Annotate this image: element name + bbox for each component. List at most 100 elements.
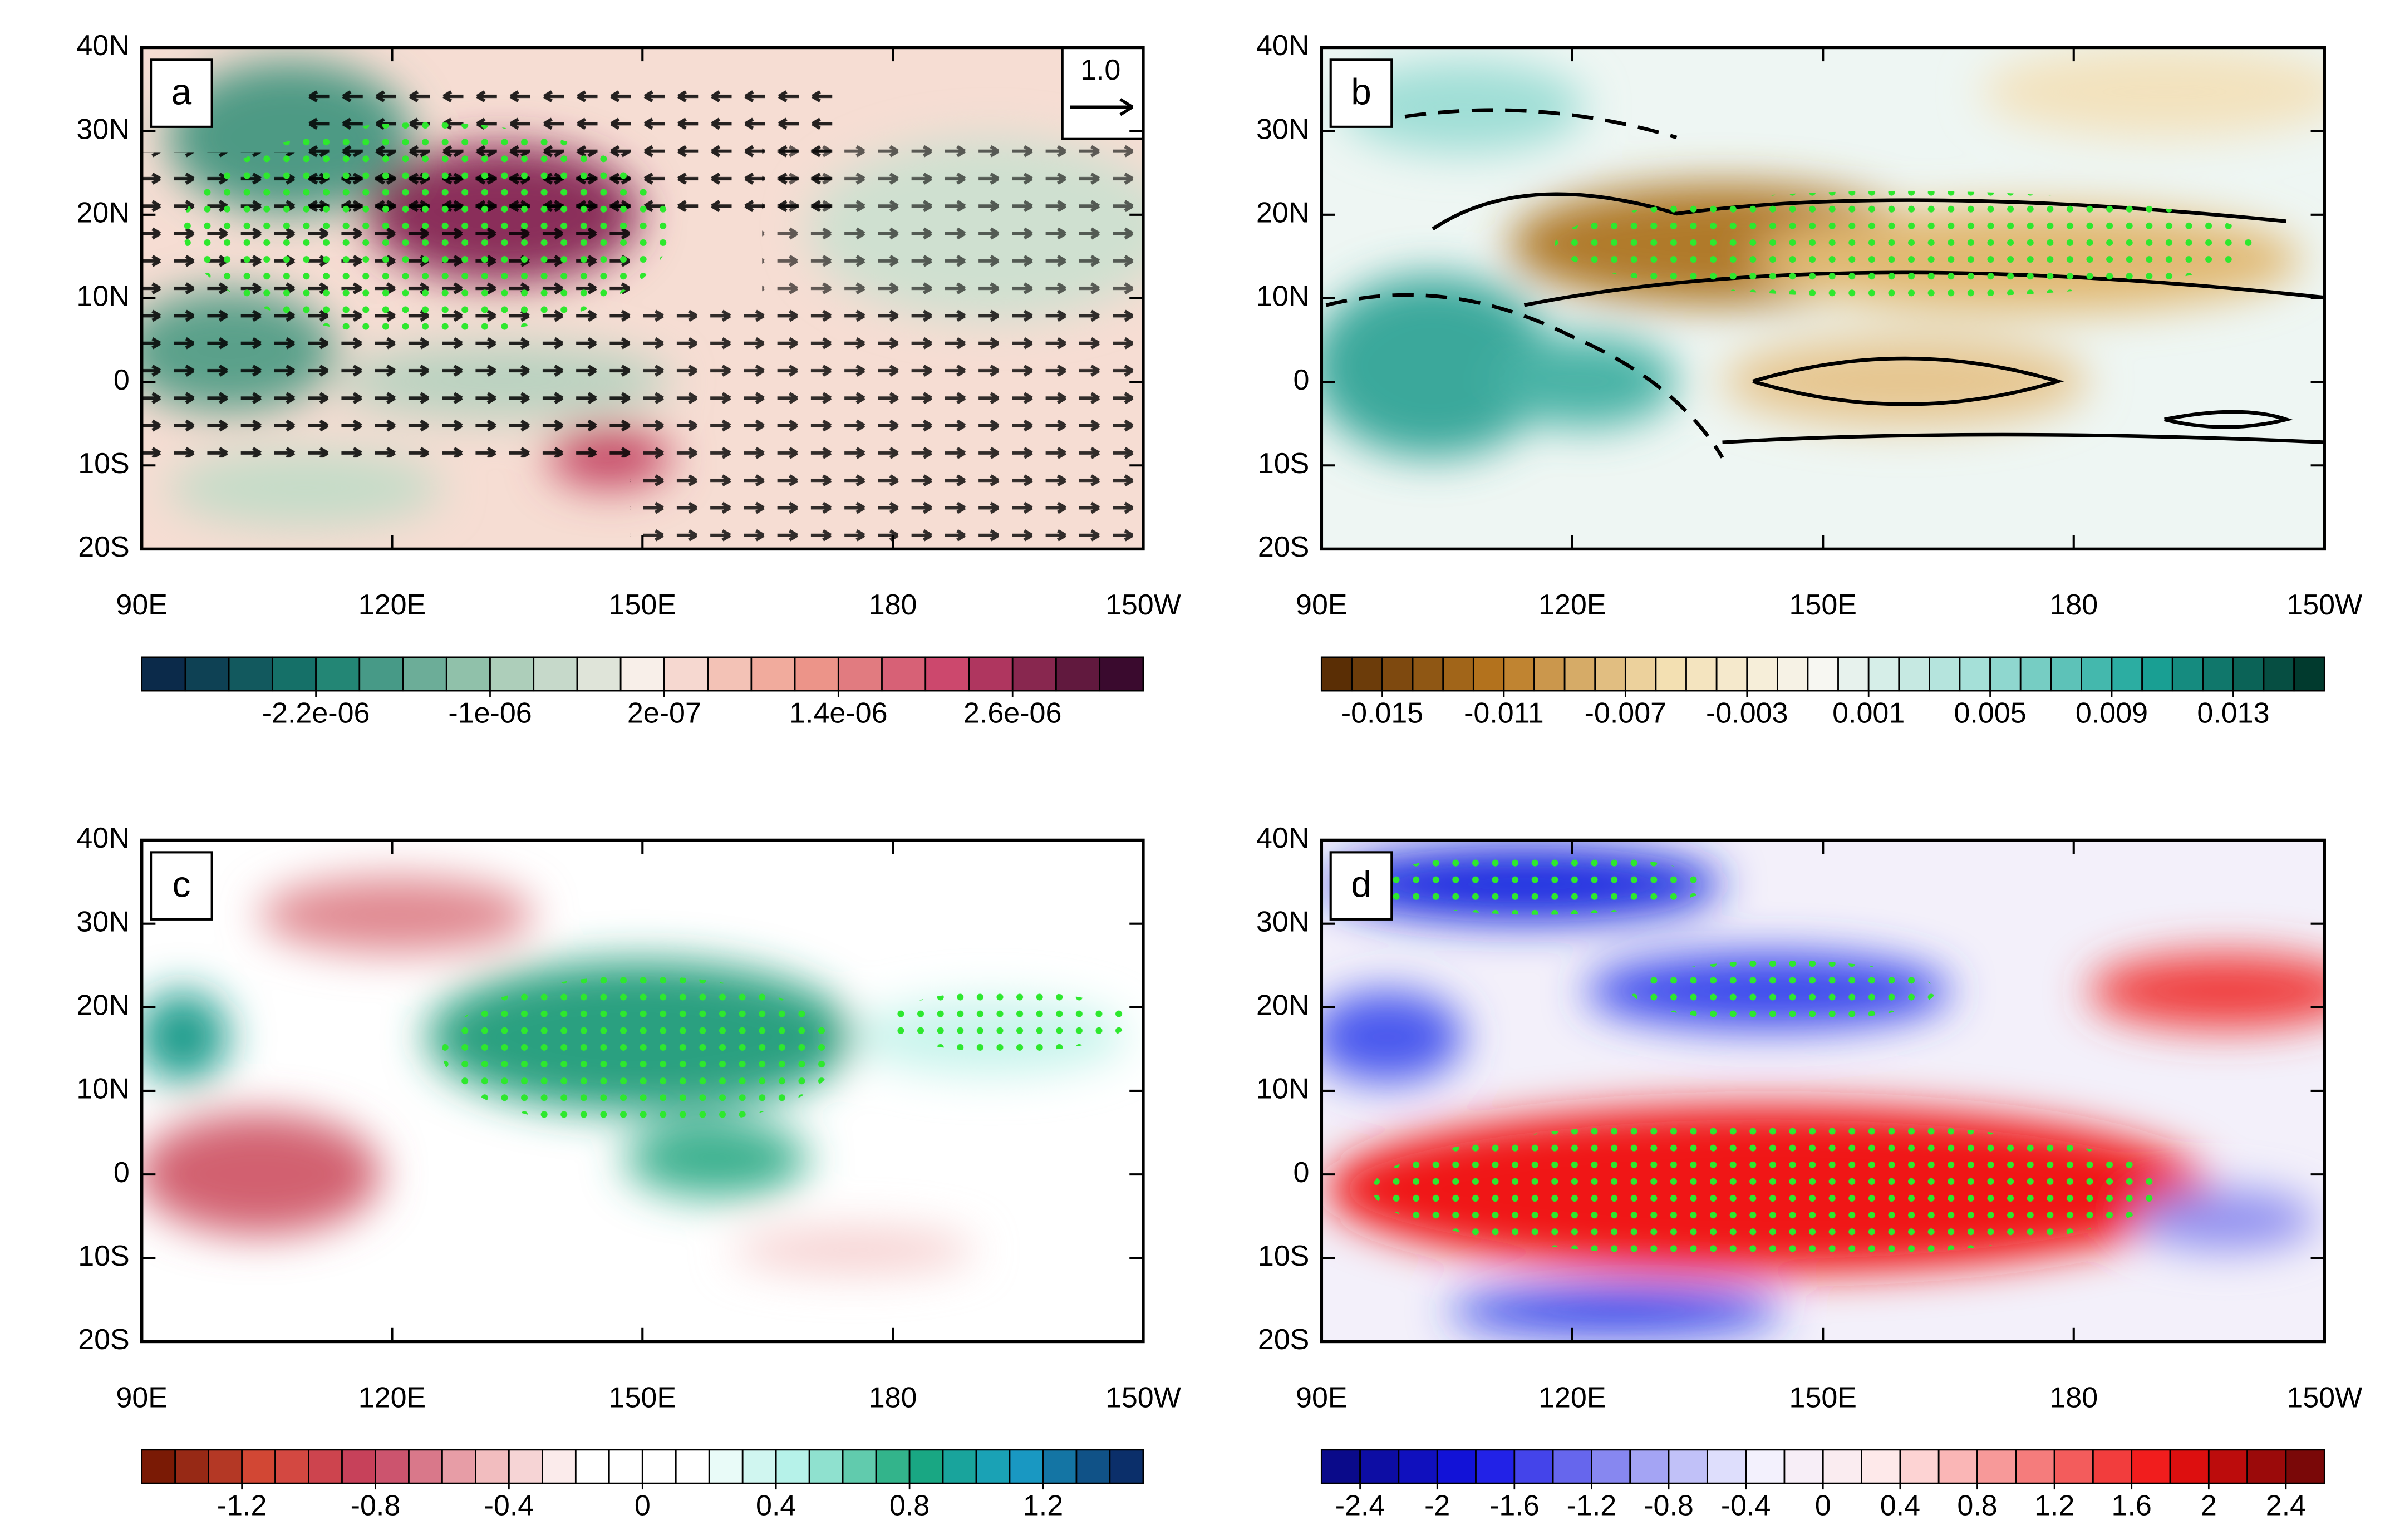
colorbar-box [675, 1449, 710, 1484]
colorbar-tick-label: -0.003 [1706, 697, 1788, 730]
colorbar-tick-label: 1.6 [2112, 1490, 2152, 1522]
colorbar-box [808, 1449, 844, 1484]
y-tick-label: 40N [76, 822, 129, 854]
vector-key-arrow [1070, 98, 1134, 116]
colorbar-tick-label: -1.2 [1567, 1490, 1617, 1522]
colorbar-tick-label: -1.2 [217, 1490, 267, 1522]
colorbar-box [2081, 656, 2113, 692]
field-c [141, 840, 1143, 1342]
colorbar-box [1591, 1449, 1631, 1484]
colorbar-box [1837, 656, 1870, 692]
colorbar-box [2053, 1449, 2094, 1484]
colorbar-box [1442, 656, 1474, 692]
y-tick-label: 10N [76, 1073, 129, 1105]
colorbar-box [1929, 656, 1961, 692]
colorbar-box [794, 656, 839, 692]
colorbar-box [441, 1449, 476, 1484]
y-tick-label: 0 [1293, 1157, 1309, 1189]
colorbar-box [1011, 656, 1057, 692]
y-tick-label: 10S [78, 1240, 130, 1272]
y-tick-label: 30N [1256, 113, 1309, 145]
y-tick-label: 20N [76, 197, 129, 229]
vector-key-label: 1.0 [1080, 54, 1120, 86]
colorbar-box [1822, 1449, 1862, 1484]
colorbar-tick-label: -0.4 [484, 1490, 534, 1522]
x-tick-label: 150W [1105, 589, 1181, 621]
colorbar-tick-label: 1.2 [1023, 1490, 1063, 1522]
x-tick-label: 120E [1538, 589, 1606, 621]
colorbar-box [475, 1449, 510, 1484]
colorbar-box [402, 656, 447, 692]
colorbar-box [1109, 1449, 1144, 1484]
colorbar-box [2092, 1449, 2133, 1484]
colorbar-box [358, 656, 404, 692]
colorbar-box [271, 656, 317, 692]
colorbar-box [707, 656, 753, 692]
y-tick-label: 20S [1258, 1323, 1310, 1356]
colorbar-box [875, 1449, 911, 1484]
colorbar-box [2293, 656, 2325, 692]
x-tick-label: 150W [2286, 589, 2362, 621]
colorbar-box [1976, 1449, 2017, 1484]
x-tick-label: 120E [358, 589, 426, 621]
colorbar-box [1552, 1449, 1592, 1484]
colorbar-box [908, 1449, 944, 1484]
colorbar-box [1475, 1449, 1516, 1484]
x-tick-label: 150W [1105, 1381, 1181, 1414]
y-tick-label: 10S [78, 447, 130, 480]
colorbar-box [641, 1449, 677, 1484]
y-tick-label: 20S [78, 1323, 130, 1356]
colorbar-box [274, 1449, 309, 1484]
colorbar-box [1381, 656, 1414, 692]
colorbar-box [2019, 656, 2052, 692]
colorbar-box [2141, 656, 2173, 692]
x-tick-label: 180 [869, 1381, 917, 1414]
y-tick-label: 0 [114, 364, 130, 396]
colorbar-box [741, 1449, 777, 1484]
y-tick-label: 10N [76, 281, 129, 313]
y-tick-label: 0 [1293, 364, 1309, 396]
colorbar-box [1898, 656, 1930, 692]
colorbar-box [408, 1449, 443, 1484]
colorbar-box [1807, 656, 1839, 692]
colorbar-box [1899, 1449, 1940, 1484]
colorbar-tick-label: 0 [635, 1490, 651, 1522]
colorbar-box [881, 656, 927, 692]
colorbar-tick-label: -0.015 [1341, 697, 1424, 730]
colorbar-box [975, 1449, 1011, 1484]
colorbar-box [1075, 1449, 1111, 1484]
colorbar-tick-label: -0.8 [1644, 1490, 1694, 1522]
colorbar-tick-label: 0.013 [2197, 697, 2269, 730]
colorbar-box [1624, 656, 1657, 692]
colorbar-box [1359, 1449, 1400, 1484]
colorbar-box [750, 656, 796, 692]
colorbar-box [2131, 1449, 2171, 1484]
colorbar-box [375, 1449, 410, 1484]
colorbar-box [1715, 656, 1748, 692]
y-tick-label: 10S [1258, 447, 1310, 480]
colorbar-box [1351, 656, 1383, 692]
colorbar-box [1776, 656, 1809, 692]
colorbar-box [241, 1449, 276, 1484]
colorbar-box [141, 656, 186, 692]
colorbar-box [208, 1449, 243, 1484]
colorbar-box [608, 1449, 643, 1484]
colorbar-box [942, 1449, 977, 1484]
colorbar-box [1745, 1449, 1786, 1484]
x-tick-label: 90E [116, 1381, 168, 1414]
field-b [1321, 47, 2325, 549]
colorbar-box [1867, 656, 1900, 692]
panel-label-box [150, 851, 213, 921]
x-tick-label: 90E [1296, 1381, 1348, 1414]
colorbar-box [574, 1449, 610, 1484]
x-tick-label: 150E [1789, 589, 1857, 621]
colorbar-box [842, 1449, 877, 1484]
y-tick-label: 40N [76, 29, 129, 62]
colorbar-box [2202, 656, 2234, 692]
colorbar-box [2169, 1449, 2210, 1484]
y-tick-label: 10N [1256, 1073, 1309, 1105]
x-tick-label: 90E [1296, 589, 1348, 621]
panel-label-box [1329, 851, 1393, 921]
colorbar-box [2111, 656, 2143, 692]
